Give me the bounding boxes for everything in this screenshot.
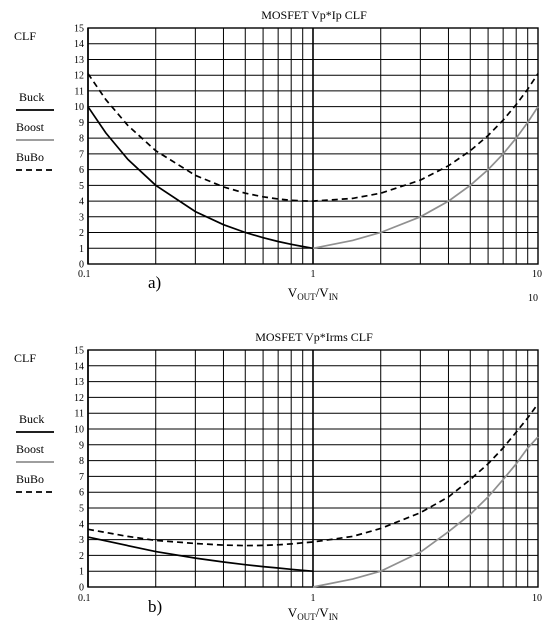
y-tick-label: 8	[79, 134, 84, 145]
legend-label-buck: Buck	[19, 90, 44, 104]
plot-frame	[87, 27, 539, 265]
x-tick-label: 1	[311, 593, 316, 604]
series-line-buck	[87, 106, 314, 250]
y-tick-label: 9	[79, 118, 84, 129]
y-tick-label: 11	[74, 409, 84, 420]
y-tick-label: 11	[74, 86, 84, 97]
x-axis-label-base: V	[288, 605, 298, 620]
y-tick-label: 10	[74, 425, 84, 436]
x-axis-label-slash: /V	[316, 285, 330, 300]
y-tick-label: 0	[79, 260, 84, 271]
y-tick-label: 1	[79, 567, 84, 578]
chart-title: MOSFET Vp*Irms CLF	[255, 330, 373, 344]
y-tick-label: 12	[74, 393, 84, 404]
legend-label-boost: Boost	[16, 120, 45, 134]
y-tick-label: 15	[74, 346, 84, 357]
legend-label-buck: Buck	[19, 412, 44, 426]
series-line-buck	[87, 536, 314, 573]
panel-label: b)	[148, 597, 162, 616]
y-tick-label: 5	[79, 181, 84, 192]
y-tick-label: 2	[79, 551, 84, 562]
y-tick-label: 3	[79, 535, 84, 546]
x-tick-label: 10	[532, 593, 542, 604]
y-tick-label: 12	[74, 71, 84, 82]
legend-label-boost: Boost	[16, 442, 45, 456]
y-tick-label: 6	[79, 165, 84, 176]
panel-label: a)	[148, 273, 161, 292]
y-tick-label: 2	[79, 228, 84, 239]
x-axis-label: VOUT/VIN	[288, 285, 339, 302]
x-tick-label: 1	[311, 269, 316, 280]
x-axis-label-sub1: OUT	[297, 612, 316, 622]
y-tick-label: 7	[79, 149, 84, 160]
x-tick-label: 0.1	[78, 269, 91, 280]
x-tick-label: 10	[532, 269, 542, 280]
x-axis-label-base: V	[288, 285, 298, 300]
y-tick-label: 14	[74, 39, 84, 50]
y-tick-label: 15	[74, 24, 84, 35]
y-tick-label: 4	[79, 519, 84, 530]
y-axis-label: CLF	[14, 351, 36, 365]
x-extra-label: 10	[528, 293, 538, 304]
y-tick-label: 1	[79, 244, 84, 255]
y-tick-label: 4	[79, 197, 84, 208]
y-tick-label: 10	[74, 102, 84, 113]
x-axis-label-sub1: OUT	[297, 292, 316, 302]
series-line-boost	[312, 436, 539, 588]
y-tick-label: 0	[79, 583, 84, 594]
legend-label-bubo: BuBo	[16, 472, 44, 486]
x-axis-label-sub2: IN	[329, 612, 339, 622]
x-axis-label-slash: /V	[316, 605, 330, 620]
y-tick-label: 13	[74, 377, 84, 388]
legend-label-bubo: BuBo	[16, 150, 44, 164]
x-axis-label-sub2: IN	[329, 292, 339, 302]
y-tick-label: 5	[79, 504, 84, 515]
y-tick-label: 7	[79, 472, 84, 483]
x-tick-label: 0.1	[78, 593, 91, 604]
y-tick-label: 3	[79, 212, 84, 223]
series-line-boost	[312, 106, 539, 250]
y-tick-label: 13	[74, 55, 84, 66]
y-axis-label: CLF	[14, 29, 36, 43]
y-tick-label: 14	[74, 361, 84, 372]
series-line-bubo	[87, 73, 539, 202]
chart-title: MOSFET Vp*Ip CLF	[261, 8, 367, 22]
y-tick-label: 8	[79, 456, 84, 467]
x-axis-label: VOUT/VIN	[288, 605, 339, 622]
y-tick-label: 6	[79, 488, 84, 499]
y-tick-label: 9	[79, 440, 84, 451]
